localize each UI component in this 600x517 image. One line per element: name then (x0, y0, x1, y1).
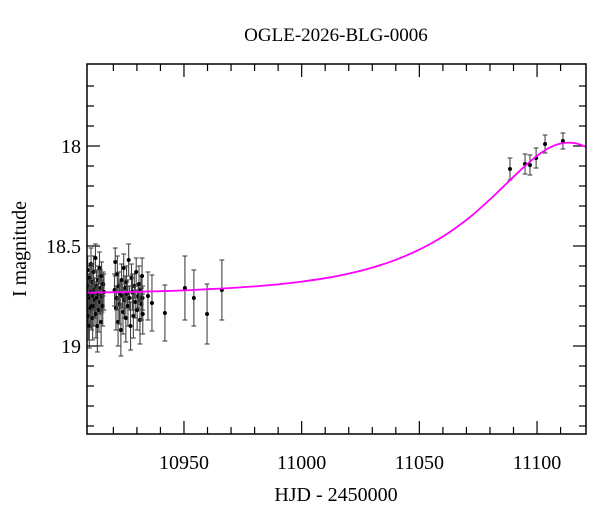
y-tick-label: 19 (61, 336, 81, 358)
model-curve-layer (87, 141, 586, 294)
x-axis-label: HJD - 2450000 (274, 484, 397, 506)
data-point (118, 328, 123, 332)
x-tick-label: 10950 (159, 452, 209, 474)
data-point (97, 266, 102, 270)
data-point (137, 282, 142, 286)
data-point (149, 301, 154, 305)
data-point (93, 256, 98, 260)
x-tick-label: 11050 (395, 452, 444, 474)
y-axis-label: I magnitude (9, 201, 31, 297)
data-point (94, 296, 99, 300)
data-point (99, 320, 104, 324)
data-point (182, 286, 187, 290)
data-point (123, 316, 128, 320)
x-tick-label: 11100 (513, 452, 562, 474)
x-tick-label: 11000 (277, 452, 326, 474)
data-point (101, 282, 106, 286)
data-point (543, 142, 548, 146)
data-point (131, 314, 136, 318)
data-point (119, 278, 124, 282)
data-point (191, 296, 196, 300)
data-point (507, 167, 512, 171)
data-point (140, 274, 145, 278)
y-tick-label: 18.5 (46, 236, 81, 258)
model-light-curve (87, 141, 586, 294)
data-point (113, 306, 118, 310)
data-point (120, 294, 125, 298)
data-point (125, 304, 130, 308)
data-point (134, 270, 139, 274)
data-point (527, 163, 532, 167)
data-point (95, 324, 100, 328)
plot-frame (86, 63, 587, 435)
data-point (145, 294, 150, 298)
axis-tick-labels: 10950 11000 11050 11100 18 18.5 19 (46, 136, 561, 474)
axis-ticks (87, 64, 586, 434)
data-point (127, 296, 132, 300)
data-point (121, 266, 126, 270)
data-point (133, 300, 138, 304)
y-tick-label: 18 (61, 136, 81, 158)
data-points-layer (87, 132, 566, 357)
data-point (126, 258, 131, 262)
data-point (205, 312, 210, 316)
data-point (560, 139, 565, 143)
data-point (135, 308, 140, 312)
data-point (124, 280, 129, 284)
data-point (113, 260, 118, 264)
data-point (128, 324, 133, 328)
data-point (140, 312, 145, 316)
chart-title: OGLE-2026-BLG-0006 (244, 25, 428, 46)
data-point (162, 311, 167, 315)
data-point (99, 274, 104, 278)
